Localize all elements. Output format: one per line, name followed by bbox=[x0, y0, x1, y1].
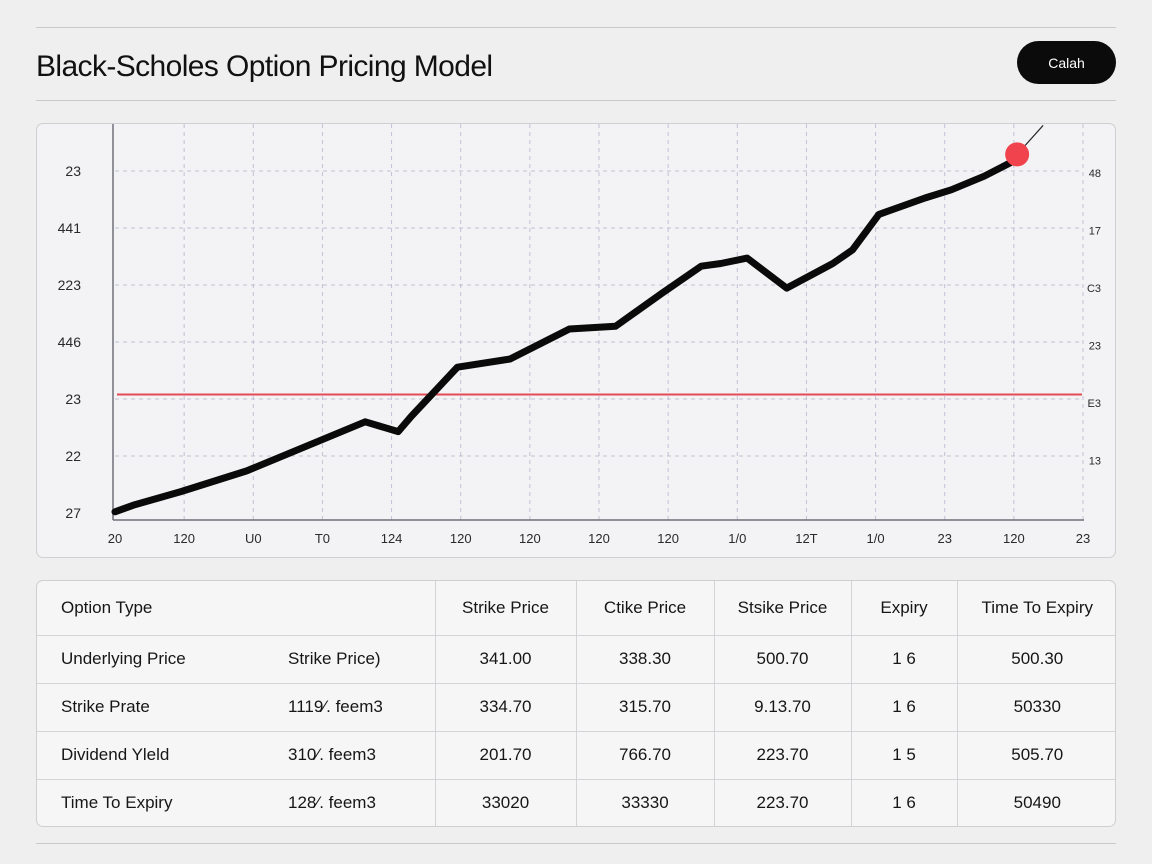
cell-value: 1 6 bbox=[851, 635, 958, 684]
page-title: Black-Scholes Option Pricing Model bbox=[36, 50, 493, 83]
cell-value: 338.30 bbox=[576, 635, 715, 684]
column-header[interactable]: Time To Expiry bbox=[957, 581, 1115, 636]
y-right-tick-label: 23 bbox=[1089, 341, 1101, 353]
y-right-tick-label: C3 bbox=[1087, 283, 1101, 295]
cell-value: 33330 bbox=[576, 779, 715, 826]
row-label: Underlying Price bbox=[37, 635, 280, 684]
current-point-marker bbox=[1005, 142, 1030, 167]
x-tick-label: 120 bbox=[519, 531, 541, 546]
y-right-tick-label: 13 bbox=[1089, 456, 1101, 468]
cell-value: 1 6 bbox=[851, 779, 958, 826]
x-tick-label: 20 bbox=[108, 531, 122, 546]
price-chart: 20 120 U0 T0 124 120 120 120 120 1/0 12T 1/0 23 120 23… bbox=[58, 124, 1101, 546]
x-tick-label: U0 bbox=[245, 531, 262, 546]
y-left-tick-label: 27 bbox=[65, 505, 81, 521]
cell-value: 500.30 bbox=[957, 635, 1115, 684]
x-tick-label: 120 bbox=[450, 531, 472, 546]
bottom-divider bbox=[36, 843, 1116, 844]
column-header[interactable]: Ctike Price bbox=[576, 581, 715, 636]
y-left-tick-label: 22 bbox=[65, 448, 81, 464]
column-header[interactable]: Option Type bbox=[37, 581, 436, 636]
row-label: Time To Expiry bbox=[61, 792, 173, 812]
calculate-button[interactable]: Calah bbox=[1017, 41, 1116, 84]
x-tick-label: T0 bbox=[315, 531, 330, 546]
row-sublabel: 1119⁄. feem3 bbox=[280, 683, 436, 732]
y-left-tick-label: 446 bbox=[58, 334, 82, 350]
cell-value: 201.70 bbox=[435, 731, 577, 780]
cell-value: 50490 bbox=[1013, 792, 1061, 812]
row-label: Dividend Yleld bbox=[37, 731, 280, 780]
row-sublabel: 128⁄. feem3 bbox=[280, 779, 436, 826]
table-row[interactable]: Dividend Yleld 310⁄. feem3 201.70 766.70… bbox=[37, 731, 1115, 780]
cell-value: 223.70 bbox=[714, 779, 852, 826]
cell-value: 223.70 bbox=[714, 731, 852, 780]
y-left-tick-label: 441 bbox=[58, 220, 82, 236]
table-row[interactable]: Underlying Price Strike Price) 341.00 33… bbox=[37, 635, 1115, 684]
table-row[interactable]: Strike Prate 1119⁄. feem3 334.70 315.70 … bbox=[37, 683, 1115, 732]
parameters-table: Option Type Strike Price Ctike Price Sts… bbox=[36, 580, 1116, 827]
cell-value: 1 6 bbox=[851, 683, 958, 732]
row-label: Strike Prate bbox=[37, 683, 280, 732]
x-tick-label: 120 bbox=[1003, 531, 1025, 546]
x-tick-label: 120 bbox=[657, 531, 679, 546]
y-right-tick-label: E3 bbox=[1088, 398, 1101, 410]
x-tick-label: 23 bbox=[937, 531, 951, 546]
cell-value: 500.70 bbox=[714, 635, 852, 684]
cell-value: 334.70 bbox=[435, 683, 577, 732]
cell-value: 9.13.70 bbox=[714, 683, 852, 732]
x-tick-label: 1/0 bbox=[728, 531, 746, 546]
y-right-tick-label: 17 bbox=[1089, 226, 1101, 238]
table-row[interactable]: Time To Expiry 128⁄. feem3 33020 33330 2… bbox=[37, 779, 1115, 826]
cell-value: 766.70 bbox=[576, 731, 715, 780]
x-tick-label: 12T bbox=[795, 531, 817, 546]
cell-value: 315.70 bbox=[576, 683, 715, 732]
column-header[interactable]: Strike Price bbox=[435, 581, 577, 636]
table-header-row: Option Type Strike Price Ctike Price Sts… bbox=[37, 581, 1115, 636]
y-left-tick-label: 23 bbox=[65, 163, 81, 179]
row-sublabel: 310⁄. feem3 bbox=[280, 731, 436, 780]
y-right-tick-label: 48 bbox=[1089, 168, 1101, 180]
cell-value: 50330 bbox=[957, 683, 1115, 732]
y-left-tick-label: 23 bbox=[65, 391, 81, 407]
row-sublabel: Strike Price) bbox=[280, 635, 436, 684]
x-tick-label: 120 bbox=[588, 531, 610, 546]
cell-value: 33020 bbox=[435, 779, 577, 826]
x-tick-label: 124 bbox=[381, 531, 403, 546]
header-divider bbox=[36, 100, 1116, 101]
x-tick-label: 120 bbox=[173, 531, 195, 546]
chart-panel: 20 120 U0 T0 124 120 120 120 120 1/0 12T 1/0 23 120 23… bbox=[36, 123, 1116, 558]
column-header[interactable]: Stsike Price bbox=[714, 581, 852, 636]
x-tick-label: 1/0 bbox=[867, 531, 885, 546]
top-divider bbox=[36, 27, 1116, 28]
cell-value: 1 5 bbox=[851, 731, 958, 780]
series-line-option-price bbox=[111, 150, 1021, 516]
cell-value: 505.70 bbox=[957, 731, 1115, 780]
cell-value: 341.00 bbox=[435, 635, 577, 684]
x-tick-label: 23 bbox=[1076, 531, 1090, 546]
column-header[interactable]: Expiry bbox=[851, 581, 958, 636]
y-left-tick-label: 223 bbox=[58, 277, 82, 293]
